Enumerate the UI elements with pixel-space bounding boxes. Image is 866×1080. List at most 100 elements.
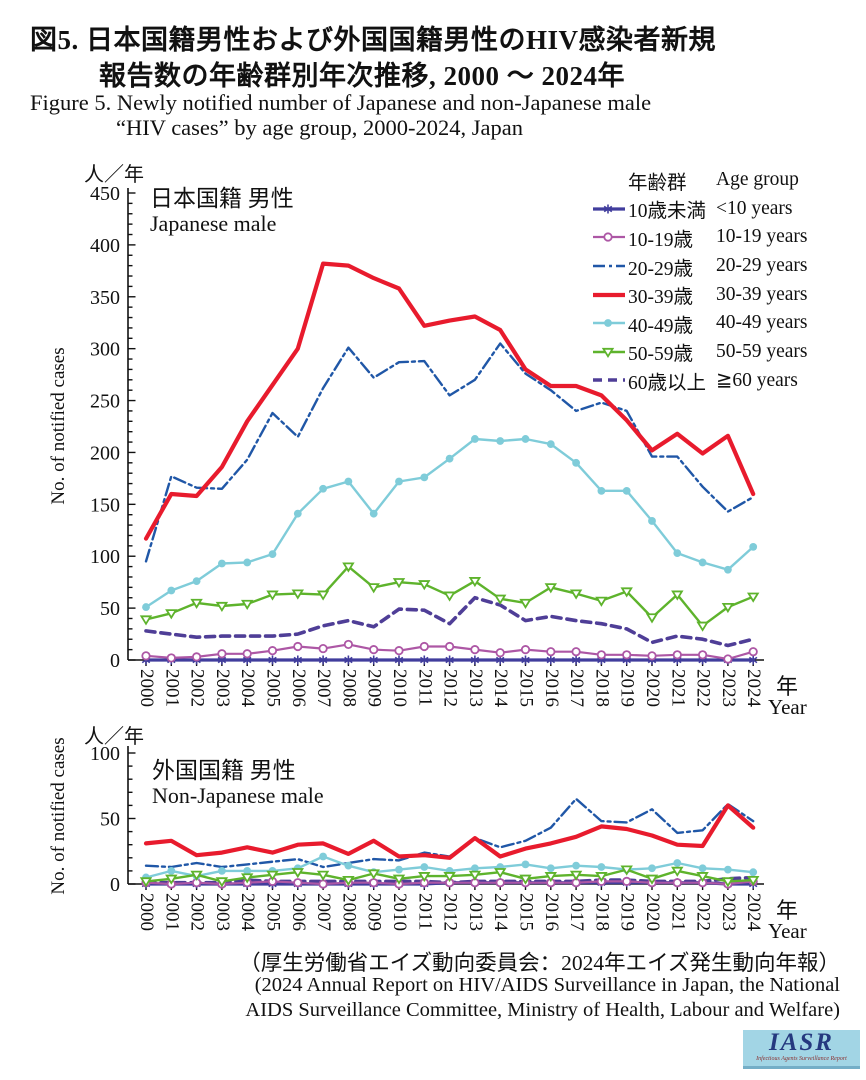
year-tick-label: 2017 <box>566 669 587 707</box>
source-note-english-line1: (2024 Annual Report on HIV/AIDS Surveill… <box>254 974 840 996</box>
x-axis-title-en: Year <box>768 695 807 719</box>
year-tick-label: 2001 <box>161 669 182 707</box>
legend-item-30-39-years: 30-39歳 30-39 years <box>592 280 808 309</box>
legend-header: 年齢群 Age group <box>592 166 808 195</box>
year-tick-label: 2004 <box>237 669 258 708</box>
y-tick-label: 250 <box>90 391 120 413</box>
year-tick-label: 2013 <box>465 893 486 931</box>
year-tick-label: 2002 <box>187 893 208 931</box>
year-tick-label: 2017 <box>566 893 587 931</box>
year-tick-label: 2007 <box>313 669 334 707</box>
legend-label-jp: 10歳未満 <box>628 201 707 223</box>
legend-label-en: 30-39 years <box>716 283 808 305</box>
year-tick-label: 2023 <box>718 893 739 931</box>
year-tick-label: 2019 <box>617 669 638 707</box>
year-tick-label: 2006 <box>288 669 309 707</box>
y-axis-title: No. of notified cases <box>48 347 69 504</box>
legend-label-jp: 20-29歳 <box>628 258 693 280</box>
legend-label-jp: 10-19歳 <box>628 229 693 251</box>
year-tick-label: 2005 <box>263 669 284 707</box>
year-tick-label: 2014 <box>490 893 511 932</box>
legend-marker-none <box>593 378 625 383</box>
y-tick-label: 350 <box>90 287 120 309</box>
y-tick-label: 0 <box>110 650 120 672</box>
year-tick-label: 2010 <box>389 893 410 931</box>
year-tick-label: 2022 <box>693 893 714 931</box>
legend-marker-none <box>593 292 625 297</box>
legend-item-10-19-years: 10-19歳 10-19 years <box>592 223 808 252</box>
year-tick-label: 2021 <box>667 669 688 707</box>
iasr-logo: IASR Infectious Agents Surveillance Repo… <box>743 1030 860 1069</box>
year-tick-label: 2019 <box>617 893 638 931</box>
year-tick-label: 2012 <box>440 669 461 707</box>
legend-item-40-49-years: 40-49歳 40-49 years <box>592 309 808 338</box>
year-tick-label: 2014 <box>490 669 511 708</box>
legend-sample-blank <box>592 170 628 190</box>
title-japanese-line2: 報告数の年齢群別年次推移, 2000 ～ 2024年 <box>99 61 625 91</box>
chart-title-jp: 日本国籍 男性 <box>150 186 294 211</box>
legend-item--60-years: 60歳以上 ≧60 years <box>592 366 808 395</box>
source-note-english-line2: AIDS Surveillance Committee, Ministry of… <box>245 999 840 1021</box>
year-tick-label: 2001 <box>161 893 182 931</box>
unit-label: 人／年 <box>84 163 144 186</box>
y-tick-label: 450 <box>90 183 120 205</box>
x-axis-title-en: Year <box>768 919 807 943</box>
title-english-line1: Figure 5. Newly notified number of Japan… <box>30 90 652 115</box>
year-tick-label: 2011 <box>414 893 435 930</box>
year-tick-label: 2021 <box>667 893 688 931</box>
legend-marker-tri-down <box>593 347 625 358</box>
series-40-49 years <box>144 437 755 609</box>
chart-title-jp: 外国国籍 男性 <box>152 758 296 783</box>
year-tick-label: 2012 <box>440 893 461 931</box>
legend-label-en: <10 years <box>716 197 793 219</box>
source-note-japanese: （厚生労働省エイズ動向委員会：2024年エイズ発生動向年報） <box>239 951 840 975</box>
year-tick-label: 2015 <box>516 669 537 707</box>
y-tick-label: 400 <box>90 235 120 257</box>
year-tick-label: 2013 <box>465 669 486 707</box>
year-tick-label: 2011 <box>414 669 435 706</box>
legend-label-jp: 年齢群 <box>628 172 687 194</box>
year-tick-label: 2020 <box>642 893 663 931</box>
iasr-logo-subtext: Infectious Agents Surveillance Report <box>756 1056 847 1062</box>
chart-title-en: Japanese male <box>150 211 276 236</box>
legend-label-en: ≧60 years <box>716 370 798 392</box>
legend-label-jp: 50-59歳 <box>628 344 693 366</box>
year-tick-label: 2024 <box>743 669 764 708</box>
year-tick-label: 2002 <box>187 669 208 707</box>
y-tick-label: 100 <box>90 546 120 568</box>
year-tick-label: 2018 <box>591 669 612 707</box>
year-tick-label: 2003 <box>212 669 233 707</box>
year-tick-label: 2008 <box>338 893 359 931</box>
year-tick-label: 2020 <box>642 669 663 707</box>
year-tick-label: 2010 <box>389 669 410 707</box>
year-tick-label: 2024 <box>743 893 764 932</box>
age-group-legend: 年齢群 Age group 10歳未満 <10 years 10-19歳 10-19 ye… <box>592 166 808 395</box>
legend-label-en: 40-49 years <box>716 312 808 334</box>
y-tick-label: 150 <box>90 494 120 516</box>
legend-marker-circle <box>593 319 625 328</box>
year-tick-label: 2016 <box>541 669 562 707</box>
year-tick-label: 2015 <box>516 893 537 931</box>
x-axis-title-jp: 年 <box>776 674 798 699</box>
title-japanese-line1: 図5. 日本国籍男性および外国国籍男性のHIV感染者新規 <box>30 25 717 55</box>
year-tick-label: 2006 <box>288 893 309 931</box>
year-tick-label: 2003 <box>212 893 233 931</box>
iasr-logo-text: IASR <box>769 1029 834 1056</box>
y-tick-label: 0 <box>110 874 120 896</box>
y-tick-label: 300 <box>90 339 120 361</box>
year-tick-label: 2000 <box>136 669 157 707</box>
year-tick-label: 2008 <box>338 669 359 707</box>
series-20-29 years <box>144 342 755 563</box>
series-30-39 years <box>143 261 756 541</box>
legend-item-20-29-years: 20-29歳 20-29 years <box>592 252 808 281</box>
legend-marker-none <box>593 264 625 268</box>
legend-label-jp: 40-49歳 <box>628 315 693 337</box>
legend-label-en: 20-29 years <box>716 255 808 277</box>
y-tick-label: 100 <box>90 743 120 765</box>
year-tick-label: 2007 <box>313 893 334 931</box>
unit-label: 人／年 <box>84 725 144 748</box>
year-tick-label: 2004 <box>237 893 258 932</box>
